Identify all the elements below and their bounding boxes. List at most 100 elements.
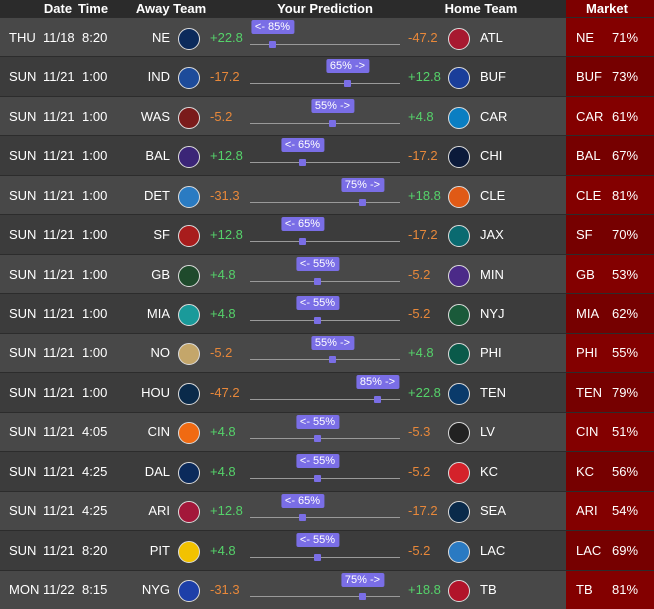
market-pct: 69% <box>612 542 639 558</box>
slider-handle <box>314 553 321 561</box>
market-team: LAC <box>576 542 602 558</box>
home-logo <box>448 27 470 50</box>
away-logo <box>178 382 200 405</box>
day: SUN <box>9 463 37 479</box>
day: SUN <box>9 424 37 440</box>
market-pct: 81% <box>612 187 639 203</box>
slider-track <box>250 556 400 558</box>
away-team: PIT <box>149 542 170 558</box>
market-cell <box>566 215 654 254</box>
date: 11/21 <box>43 424 75 440</box>
slider-track <box>250 43 400 45</box>
game-row: SUN 11/21 1:00 IND -17.2 65% -> +12.8 BUF BUF 73% <box>0 56 654 96</box>
game-row: SUN 11/21 4:05 CIN +4.8 <- 55% -5.3 LV CIN 51% <box>0 411 654 452</box>
date: 11/21 <box>43 542 75 558</box>
game-row: SUN 11/21 1:00 MIA +4.8 <- 55% -5.2 NYJ MIA 62% <box>0 293 654 333</box>
home-logo <box>448 106 470 129</box>
away-spread: +4.8 <box>210 305 236 321</box>
away-logo <box>178 264 200 287</box>
away-logo <box>178 185 200 208</box>
away-logo <box>178 422 200 445</box>
away-spread: -31.3 <box>210 582 240 598</box>
home-spread: -17.2 <box>408 148 438 164</box>
prediction-label: 55% -> <box>310 335 355 350</box>
market-cell <box>566 175 654 215</box>
market-cell <box>566 57 654 96</box>
away-logo <box>178 225 200 248</box>
market-pct: 79% <box>612 384 639 400</box>
away-team: DET <box>144 187 170 203</box>
home-spread: -17.2 <box>408 227 438 243</box>
away-logo <box>178 27 200 50</box>
time: 1:00 <box>82 384 108 400</box>
day: MON <box>9 582 40 598</box>
game-row: SUN 11/21 1:00 HOU -47.2 85% -> +22.8 TEN TEN 79% <box>0 372 654 412</box>
slider-handle <box>374 395 381 403</box>
market-team: CLE <box>576 187 602 203</box>
header-bar <box>0 0 654 17</box>
slider-track <box>250 477 400 479</box>
day: SUN <box>9 345 37 361</box>
home-team: CAR <box>480 108 508 124</box>
home-team: KC <box>480 463 499 479</box>
day: SUN <box>9 503 37 519</box>
away-team: HOU <box>141 384 170 400</box>
day: THU <box>9 29 36 45</box>
home-team: LV <box>480 424 495 440</box>
prediction-label: <- 55% <box>295 454 340 469</box>
away-spread: +12.8 <box>210 227 243 243</box>
away-logo <box>178 343 200 366</box>
time: 1:00 <box>82 266 108 282</box>
slider-handle <box>299 514 306 522</box>
time: 1:00 <box>82 148 108 164</box>
time: 4:25 <box>82 503 108 519</box>
home-team: ATL <box>480 29 503 45</box>
away-team: MIA <box>146 305 170 321</box>
day: SUN <box>9 69 37 85</box>
slider-handle <box>329 356 336 364</box>
day: SUN <box>9 542 37 558</box>
home-team: TB <box>480 582 497 598</box>
market-team: PHI <box>576 345 598 361</box>
game-row: SUN 11/21 1:00 GB +4.8 <- 55% -5.2 MIN GB 53% <box>0 253 654 294</box>
day: SUN <box>9 384 37 400</box>
away-team: GB <box>151 266 170 282</box>
day: SUN <box>9 148 37 164</box>
away-spread: +4.8 <box>210 266 236 282</box>
date: 11/21 <box>43 345 75 361</box>
date: 11/21 <box>43 463 75 479</box>
home-logo <box>448 422 470 445</box>
away-logo <box>178 146 200 169</box>
slider-track <box>250 359 400 361</box>
date: 11/21 <box>43 305 75 321</box>
game-row: SUN 11/21 4:25 DAL +4.8 <- 55% -5.2 KC KC 56% <box>0 451 654 491</box>
market-team: CAR <box>576 108 604 124</box>
away-logo <box>178 106 200 129</box>
market-team: GB <box>576 266 595 282</box>
time: 1:00 <box>82 108 108 124</box>
prediction-label: <- 85% <box>250 20 295 34</box>
home-team: NYJ <box>480 305 505 321</box>
time: 8:20 <box>82 29 108 45</box>
prediction-label: <- 55% <box>295 533 340 548</box>
away-team: NE <box>151 29 170 45</box>
away-team: ARI <box>148 503 170 519</box>
away-logo <box>178 580 200 603</box>
prediction-label: <- 65% <box>280 493 325 508</box>
away-spread: -5.2 <box>210 345 233 361</box>
home-logo <box>448 303 470 326</box>
home-team: MIN <box>480 266 504 282</box>
slider-handle <box>314 435 321 443</box>
market-cell <box>566 96 654 136</box>
slider-track <box>250 438 400 440</box>
market-team: MIA <box>576 305 600 321</box>
away-spread: -31.3 <box>210 187 240 203</box>
time: 8:15 <box>82 582 108 598</box>
time: 8:20 <box>82 542 108 558</box>
time: 4:05 <box>82 424 108 440</box>
prediction-label: <- 55% <box>295 296 340 311</box>
home-spread: +12.8 <box>408 69 441 85</box>
market-team: TEN <box>576 384 602 400</box>
market-pct: 71% <box>612 29 639 45</box>
